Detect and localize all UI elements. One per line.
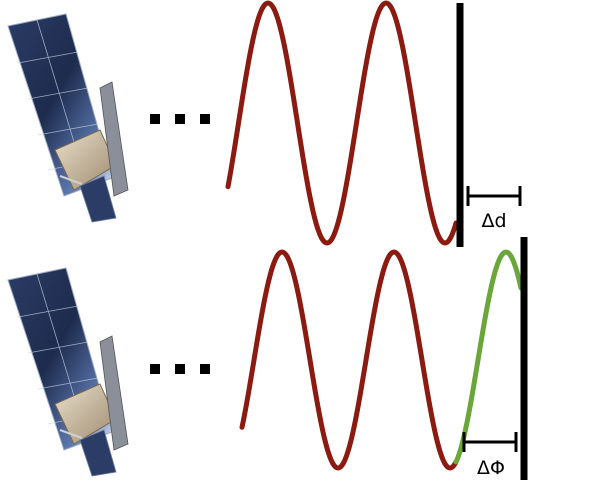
carrier-wave-top [225,0,459,246]
satellite-icon [7,267,129,477]
satellite-icon [7,13,129,223]
top-row: Δd [7,0,522,247]
phase-shift-marker [462,432,518,452]
bottom-row: ΔΦ [7,237,528,480]
carrier-wave-bottom [239,249,459,471]
phase-shift-segment [453,249,524,465]
ellipsis-icon [150,364,210,374]
ellipsis-icon [150,114,210,124]
delta-d-label: Δd [481,210,506,232]
displacement-marker [466,186,522,206]
delta-phi-label: ΔΦ [477,457,505,479]
